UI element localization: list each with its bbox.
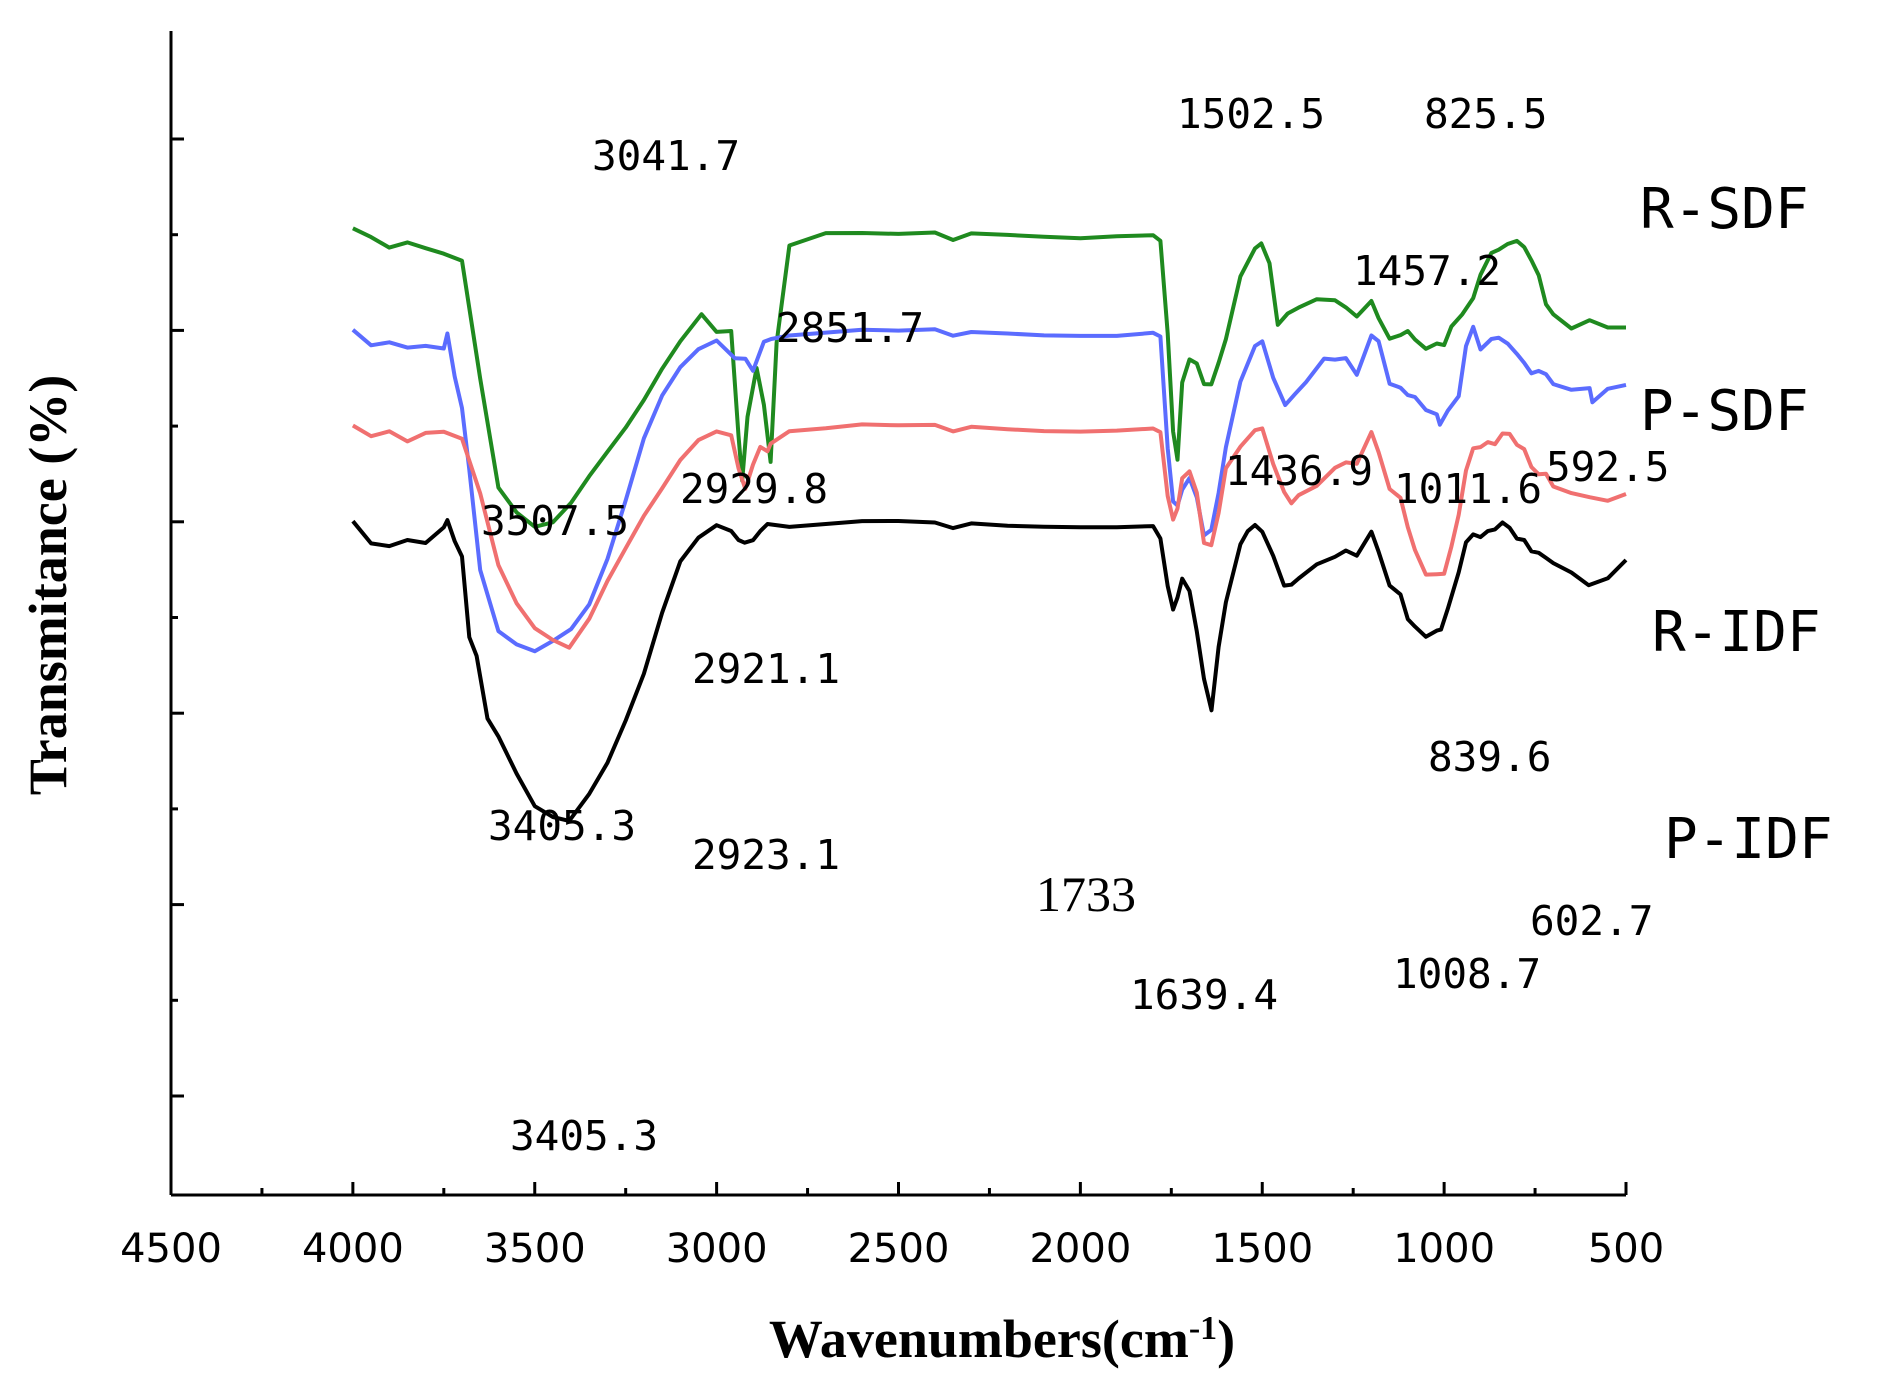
- x-tick-label: 2000: [1029, 1226, 1131, 1272]
- peak-label: 1008.7: [1393, 950, 1541, 998]
- x-tick-label: 4500: [120, 1226, 222, 1272]
- series-label-p-sdf: P-SDF: [1640, 379, 1809, 444]
- peak-label: 3041.7: [592, 132, 740, 180]
- series-label-p-idf: P-IDF: [1664, 807, 1833, 872]
- peak-label: 3507.5: [481, 497, 629, 545]
- x-tick-label: 2500: [848, 1226, 950, 1272]
- peak-label: 2921.1: [692, 645, 840, 693]
- peak-label: 1457.2: [1353, 247, 1501, 295]
- peak-label: 1502.5: [1177, 90, 1325, 138]
- x-axis-title: Wavenumbers(cm-1): [769, 1309, 1235, 1369]
- peak-annotations: 3041.7 1502.5 825.5 1457.2 2851.7 3507.5 2929.…: [481, 90, 1669, 1160]
- x-tick-label: 4000: [302, 1226, 404, 1272]
- peak-label: 2929.8: [680, 465, 828, 513]
- x-axis-title-main: Wavenumbers: [769, 1309, 1102, 1369]
- x-tick-label: 3000: [666, 1226, 768, 1272]
- ticks: 4500 4000 3500 3000 2500 2000 1500 1000 500: [120, 137, 1664, 1272]
- peak-label: 825.5: [1424, 90, 1547, 138]
- peak-label: 602.7: [1530, 897, 1653, 945]
- x-tick-label: 1000: [1393, 1226, 1495, 1272]
- x-tick-label: 3500: [484, 1226, 586, 1272]
- peak-label: 3405.3: [488, 802, 636, 850]
- x-axis-title-close: ): [1217, 1309, 1235, 1369]
- series-labels: R-SDF P-SDF R-IDF P-IDF: [1640, 177, 1833, 872]
- x-axis-title-unit: (cm: [1102, 1309, 1189, 1369]
- series-line-r-idf: [351, 422, 1627, 650]
- x-tick-label: 1500: [1211, 1226, 1313, 1272]
- x-tick-label: 500: [1588, 1226, 1664, 1272]
- series-label-r-sdf: R-SDF: [1640, 177, 1809, 242]
- peak-label: 3405.3: [510, 1112, 658, 1160]
- x-axis-title-exp: -1: [1189, 1310, 1217, 1347]
- peak-label: 1733: [1036, 866, 1136, 922]
- peak-label: 839.6: [1428, 733, 1551, 781]
- peak-label: 1011.6: [1394, 465, 1542, 513]
- peak-label: 2923.1: [692, 831, 840, 879]
- series-line-p-idf: [351, 518, 1628, 823]
- peak-label: 1639.4: [1130, 971, 1278, 1019]
- peak-label: 592.5: [1546, 443, 1669, 491]
- peak-label: 2851.7: [776, 304, 924, 352]
- peak-label: 1436.9: [1225, 447, 1373, 495]
- series-line-r-sdf: [352, 226, 1626, 529]
- series-label-r-idf: R-IDF: [1652, 600, 1821, 665]
- series-lines: [351, 226, 1628, 823]
- y-axis-title: Transmitance (%): [18, 375, 78, 795]
